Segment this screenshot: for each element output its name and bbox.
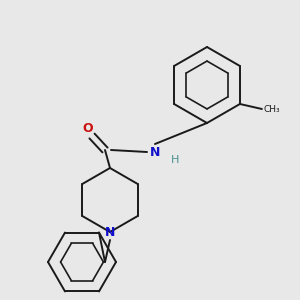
Text: CH₃: CH₃ — [264, 104, 280, 113]
Text: N: N — [105, 226, 115, 238]
Text: H: H — [171, 155, 179, 165]
Text: O: O — [83, 122, 93, 134]
Text: N: N — [150, 146, 160, 158]
